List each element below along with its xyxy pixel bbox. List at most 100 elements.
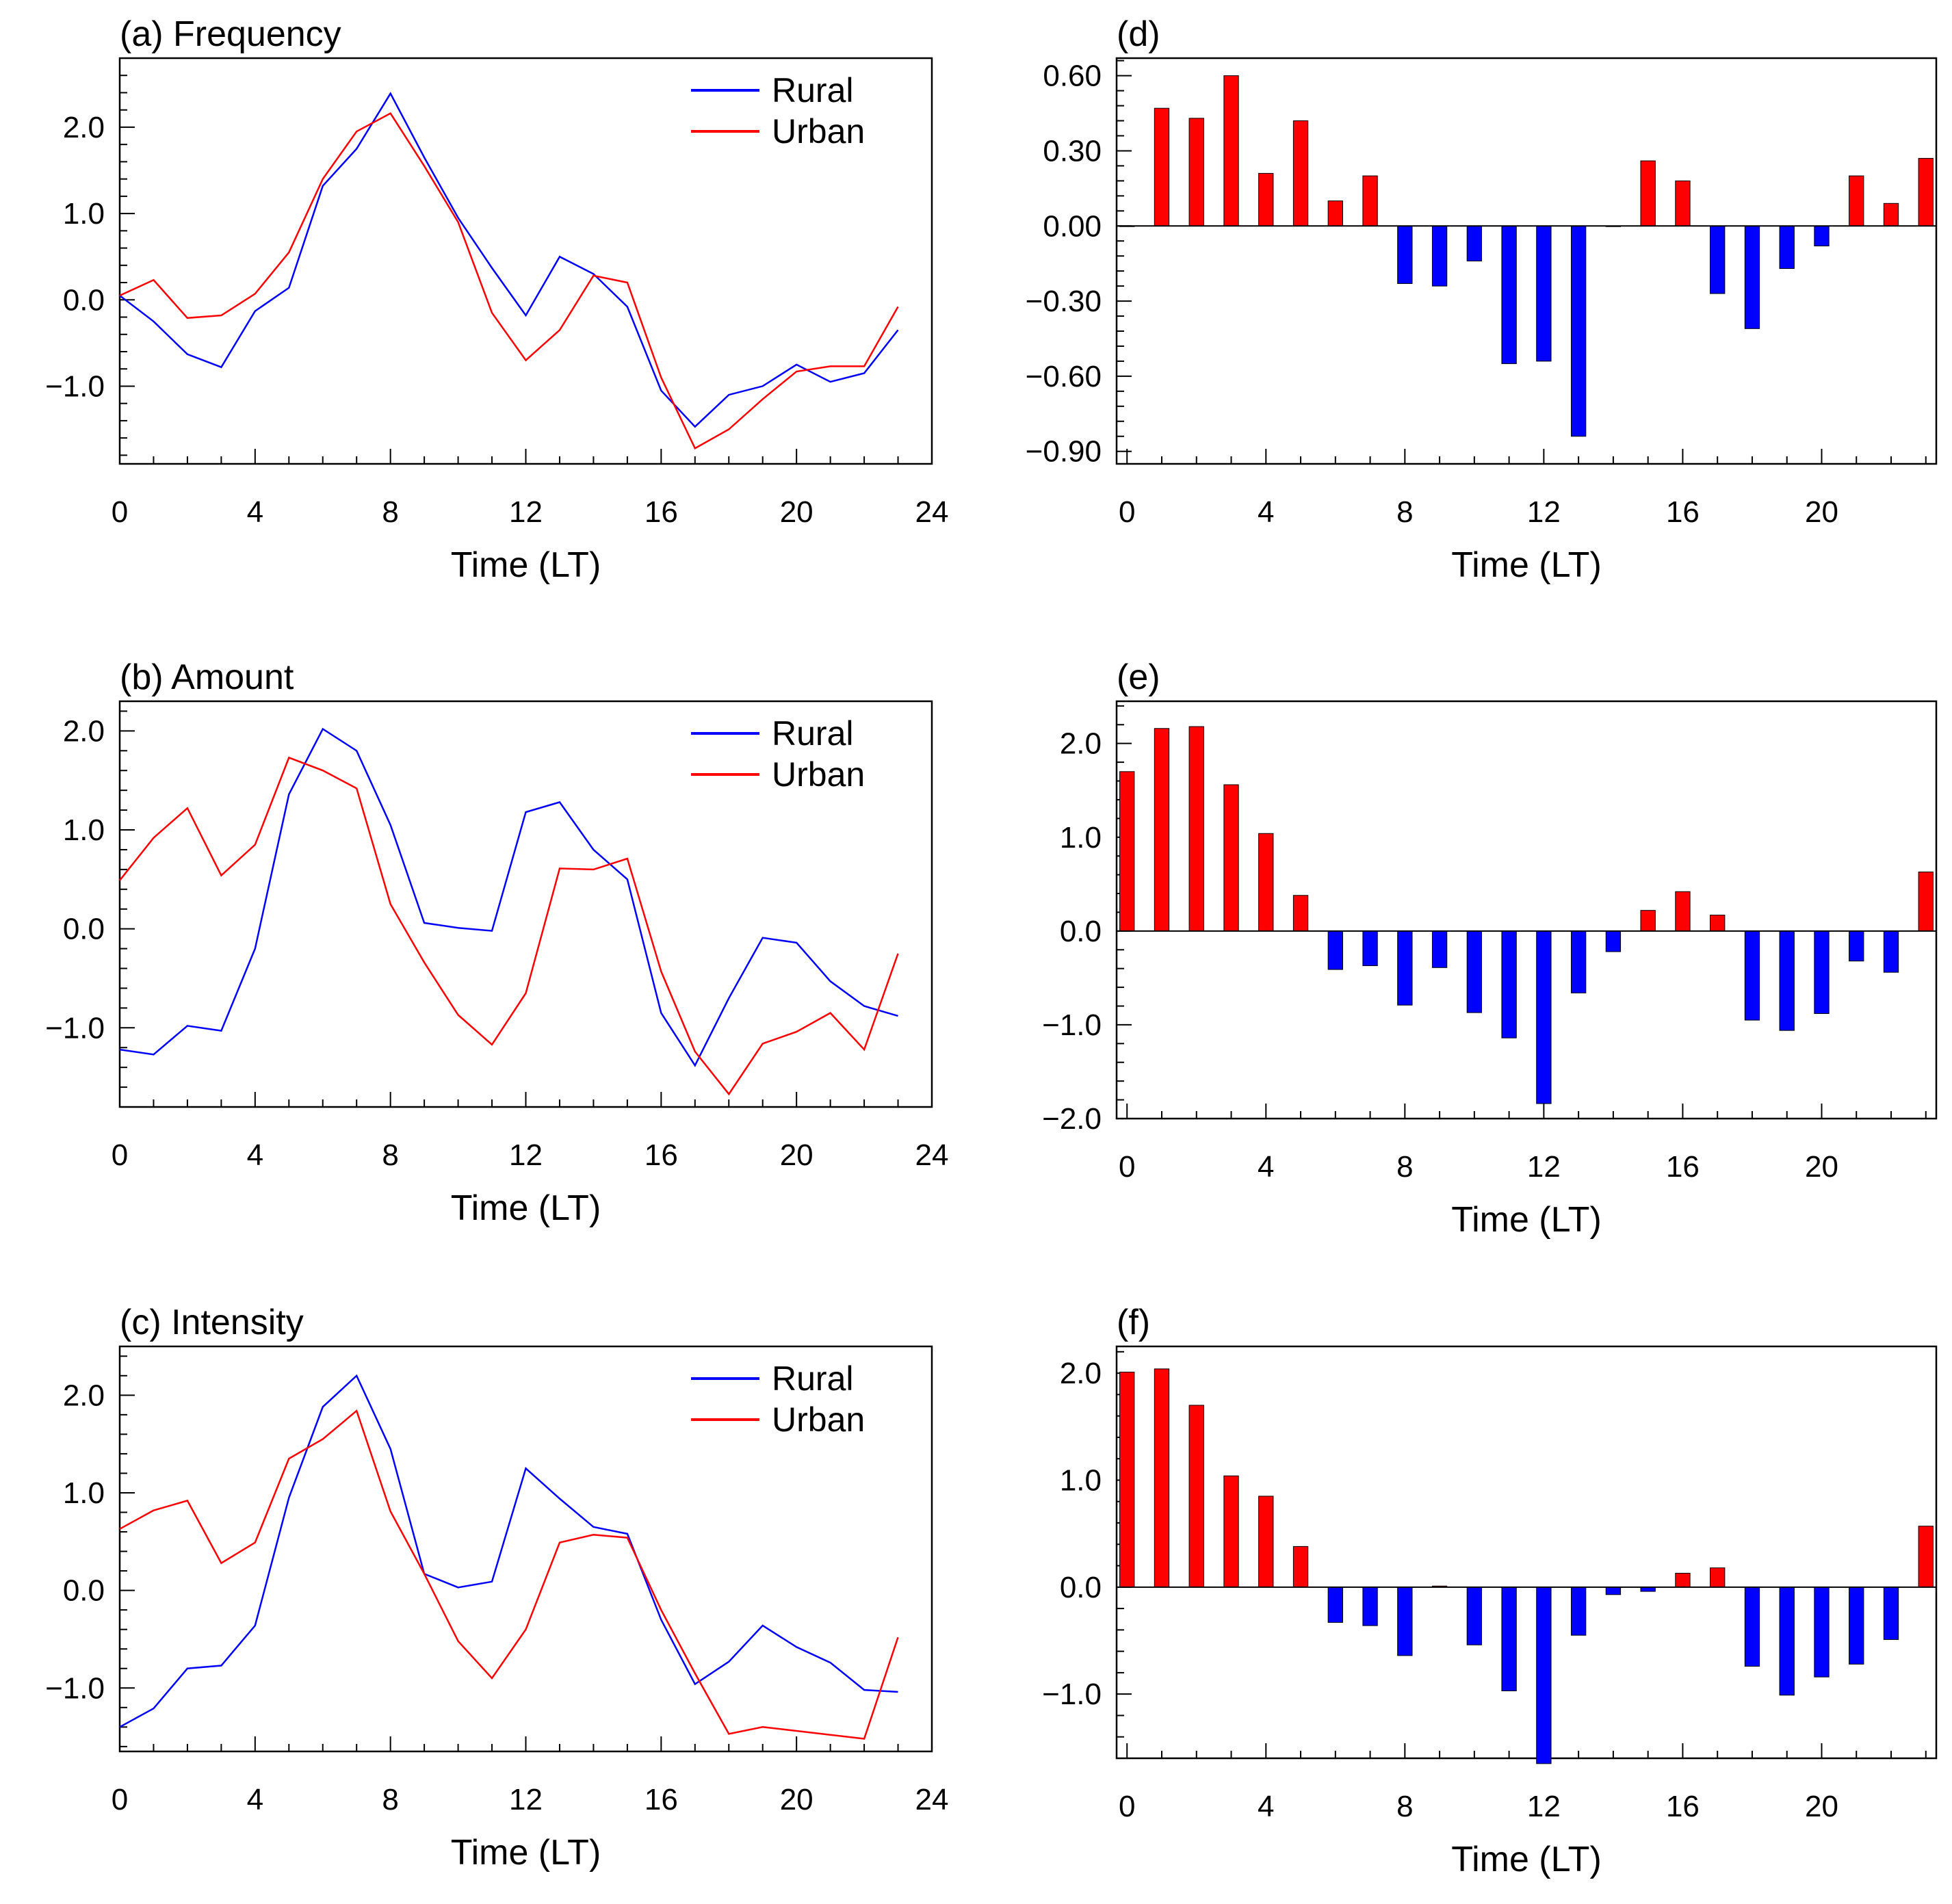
bar-hour-4: [1258, 172, 1274, 226]
y-tick-label: −0.90: [1026, 435, 1102, 469]
bar-hour-1: [1154, 1368, 1170, 1588]
x-tick-label: 4: [1258, 1790, 1274, 1823]
x-tick-label: 0: [112, 495, 128, 529]
bar-hour-8: [1397, 1587, 1413, 1656]
x-tick-label: 16: [1666, 1150, 1700, 1184]
bar-hour-1: [1154, 728, 1170, 932]
x-tick-label: 20: [780, 495, 814, 529]
plot-frame: [1115, 57, 1938, 465]
bar-hour-21: [1849, 1587, 1864, 1665]
series-line-rural: [119, 1374, 898, 1728]
y-tick-label: 1.0: [1060, 1463, 1102, 1497]
bar-hour-14: [1605, 930, 1622, 952]
panel-title: (d): [1117, 14, 1160, 54]
bar-hour-13: [1570, 225, 1587, 437]
x-tick-label: 20: [1805, 495, 1838, 529]
x-tick-label: 24: [915, 1138, 949, 1172]
bar-hour-23: [1918, 871, 1934, 932]
bar-hour-4: [1258, 1496, 1274, 1588]
y-tick-label: 1.0: [63, 813, 105, 847]
y-tick-label: 0.0: [63, 283, 105, 317]
x-tick-label: 0: [112, 1783, 128, 1816]
x-tick-label: 8: [1396, 495, 1413, 529]
bar-hour-16: [1675, 891, 1691, 932]
bar-hour-12: [1536, 930, 1552, 1104]
bar-hour-11: [1501, 1587, 1517, 1691]
panel-e: (e) 0 4 8 12 16 20 −2.0 −1.0 0.0 1.0 2.0 Time (LT): [1042, 657, 1938, 1240]
bar-hour-5: [1292, 895, 1309, 932]
x-tick-label: 4: [1258, 1150, 1274, 1184]
y-tick-label: −1.0: [45, 1671, 105, 1705]
x-tick-label: 12: [1527, 1790, 1561, 1823]
bar-hour-12: [1536, 225, 1552, 362]
legend-label-rural: Rural: [772, 1359, 853, 1398]
legend-label-rural: Rural: [772, 714, 853, 753]
x-tick-label: 0: [1119, 1790, 1135, 1823]
y-tick-label: 2.0: [63, 1379, 105, 1412]
bar-hour-9: [1431, 225, 1448, 287]
y-tick-label: −0.60: [1026, 360, 1102, 393]
y-tick-label: −1.0: [1042, 1678, 1102, 1711]
x-tick-label: 8: [382, 495, 398, 529]
bar-hour-18: [1744, 930, 1760, 1021]
y-tick-label: 2.0: [1060, 727, 1102, 761]
bar-hour-2: [1188, 726, 1204, 932]
bar-hour-0: [1119, 771, 1135, 932]
bar-hour-16: [1675, 180, 1691, 226]
y-tick-label: 1.0: [63, 1476, 105, 1510]
y-tick-label: 0.30: [1043, 134, 1102, 168]
bar-hour-2: [1188, 118, 1204, 226]
bar-hour-3: [1223, 1475, 1239, 1588]
legend-label-urban: Urban: [772, 755, 865, 794]
y-tick-label: −2.0: [1042, 1102, 1102, 1136]
x-tick-label: 0: [1119, 1150, 1135, 1184]
bar-hour-19: [1779, 225, 1795, 269]
bar-hour-17: [1710, 1567, 1726, 1588]
bar-hour-15: [1640, 160, 1656, 226]
bar-hour-5: [1292, 120, 1309, 226]
x-tick-label: 16: [1666, 1790, 1700, 1823]
bar-hour-20: [1814, 930, 1830, 1014]
bar-hour-15: [1640, 910, 1656, 932]
y-tick-label: 2.0: [1060, 1357, 1102, 1390]
bar-hour-10: [1466, 225, 1483, 261]
bar-hour-8: [1397, 225, 1413, 284]
x-tick-label: 16: [645, 1783, 678, 1816]
series-line-rural: [119, 92, 899, 428]
x-axis-label: Time (LT): [451, 1188, 601, 1228]
x-tick-label: 20: [780, 1138, 814, 1172]
bar-hour-17: [1710, 915, 1726, 932]
bar-hour-8: [1397, 930, 1413, 1006]
x-tick-label: 12: [509, 495, 543, 529]
legend-label-urban: Urban: [772, 112, 865, 151]
y-tick-label: 0.0: [63, 1574, 105, 1608]
panel-title: (c) Intensity: [120, 1303, 304, 1342]
bar-hour-12: [1536, 1587, 1552, 1764]
bar-hour-16: [1675, 1572, 1691, 1588]
y-tick-label: −1.0: [45, 1011, 105, 1045]
bar-hour-13: [1570, 930, 1587, 993]
x-tick-label: 4: [247, 495, 263, 529]
bar-hour-13: [1570, 1587, 1587, 1636]
y-tick-label: 0.0: [1060, 1571, 1102, 1604]
plot-frame: [1115, 700, 1938, 1120]
bar-hour-22: [1883, 1587, 1899, 1640]
panel-title: (e): [1117, 657, 1160, 697]
series-line-urban: [119, 756, 899, 1096]
bar-hour-23: [1918, 1526, 1934, 1588]
y-tick-label: 0.00: [1043, 209, 1102, 243]
x-tick-label: 16: [645, 1138, 678, 1172]
x-axis-label: Time (LT): [451, 1833, 601, 1873]
bar-hour-21: [1849, 930, 1864, 962]
y-tick-label: 0.60: [1043, 60, 1102, 93]
bar-hour-2: [1188, 1405, 1204, 1588]
x-tick-label: 20: [1805, 1790, 1838, 1823]
panel-b: (b) Amount 0 4 8 12 16 20 24 −1.0 0.0 1.0 2.0 Time (…: [45, 657, 948, 1228]
bar-hour-20: [1814, 1587, 1830, 1678]
bar-hour-6: [1327, 930, 1343, 970]
y-tick-label: −0.30: [1026, 285, 1102, 318]
x-tick-label: 16: [645, 495, 678, 529]
x-tick-label: 4: [1258, 495, 1274, 529]
bar-hour-6: [1327, 1587, 1343, 1623]
